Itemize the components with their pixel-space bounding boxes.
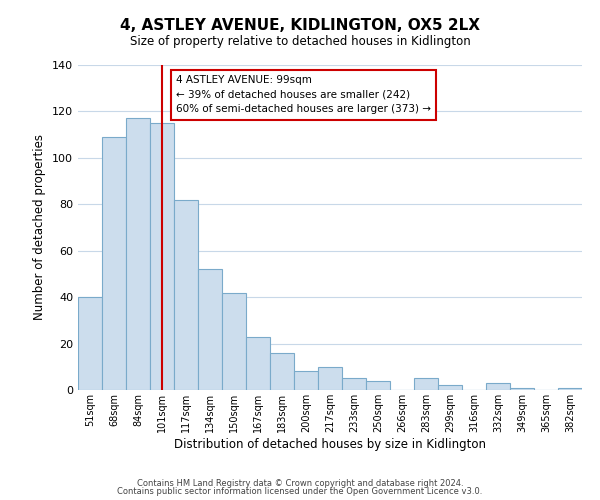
Bar: [246, 336, 270, 390]
Text: Contains HM Land Registry data © Crown copyright and database right 2024.: Contains HM Land Registry data © Crown c…: [137, 478, 463, 488]
Bar: [366, 380, 390, 390]
Bar: [222, 292, 246, 390]
X-axis label: Distribution of detached houses by size in Kidlington: Distribution of detached houses by size …: [174, 438, 486, 450]
Bar: [438, 386, 462, 390]
Bar: [102, 137, 126, 390]
Bar: [510, 388, 534, 390]
Text: Contains public sector information licensed under the Open Government Licence v3: Contains public sector information licen…: [118, 487, 482, 496]
Bar: [294, 372, 318, 390]
Bar: [486, 383, 510, 390]
Y-axis label: Number of detached properties: Number of detached properties: [34, 134, 46, 320]
Text: Size of property relative to detached houses in Kidlington: Size of property relative to detached ho…: [130, 35, 470, 48]
Text: 4, ASTLEY AVENUE, KIDLINGTON, OX5 2LX: 4, ASTLEY AVENUE, KIDLINGTON, OX5 2LX: [120, 18, 480, 32]
Bar: [414, 378, 438, 390]
Bar: [318, 367, 342, 390]
Bar: [558, 388, 582, 390]
Bar: [342, 378, 366, 390]
Bar: [150, 123, 174, 390]
Bar: [126, 118, 150, 390]
Bar: [78, 297, 102, 390]
Bar: [270, 353, 294, 390]
Bar: [198, 270, 222, 390]
Text: 4 ASTLEY AVENUE: 99sqm
← 39% of detached houses are smaller (242)
60% of semi-de: 4 ASTLEY AVENUE: 99sqm ← 39% of detached…: [176, 74, 431, 114]
Bar: [174, 200, 198, 390]
